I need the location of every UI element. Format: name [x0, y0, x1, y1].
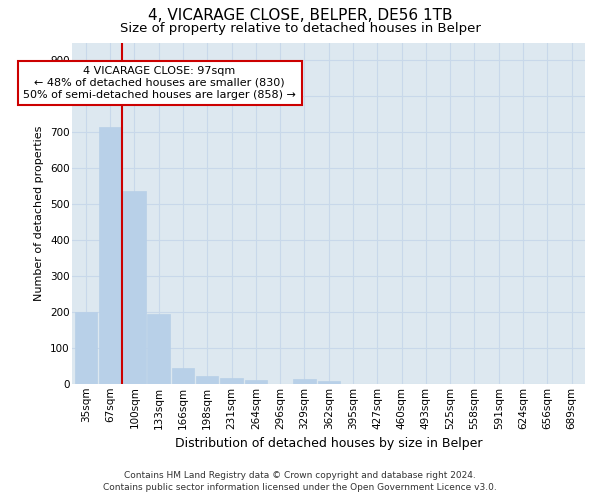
- Bar: [123, 191, 146, 384]
- Bar: [74, 312, 97, 384]
- Bar: [196, 376, 218, 384]
- Bar: [220, 378, 242, 384]
- Text: Contains HM Land Registry data © Crown copyright and database right 2024.
Contai: Contains HM Land Registry data © Crown c…: [103, 471, 497, 492]
- Bar: [317, 381, 340, 384]
- X-axis label: Distribution of detached houses by size in Belper: Distribution of detached houses by size …: [175, 437, 482, 450]
- Text: 4 VICARAGE CLOSE: 97sqm
← 48% of detached houses are smaller (830)
50% of semi-d: 4 VICARAGE CLOSE: 97sqm ← 48% of detache…: [23, 66, 296, 100]
- Text: Size of property relative to detached houses in Belper: Size of property relative to detached ho…: [119, 22, 481, 35]
- Bar: [245, 380, 267, 384]
- Bar: [172, 368, 194, 384]
- Bar: [99, 127, 121, 384]
- Y-axis label: Number of detached properties: Number of detached properties: [34, 126, 44, 301]
- Bar: [148, 314, 170, 384]
- Text: 4, VICARAGE CLOSE, BELPER, DE56 1TB: 4, VICARAGE CLOSE, BELPER, DE56 1TB: [148, 8, 452, 22]
- Bar: [293, 379, 316, 384]
